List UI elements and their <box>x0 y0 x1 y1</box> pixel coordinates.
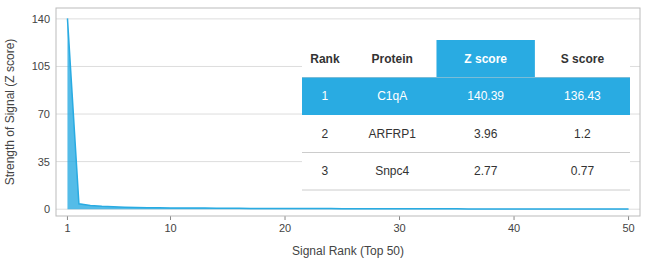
x-tick <box>399 216 400 220</box>
row-highlight <box>302 78 630 116</box>
x-tick <box>67 216 68 220</box>
x-tick <box>628 216 629 220</box>
table-cell: 1.2 <box>574 127 591 141</box>
table-header: Protein <box>372 52 413 66</box>
table: Rank Protein Z score S score 1 C1qA 140.39 136.… <box>302 40 630 190</box>
table-rule <box>302 190 630 191</box>
x-tick <box>285 216 286 220</box>
x-tick-label: 1 <box>64 222 70 234</box>
table-cell: 140.39 <box>467 89 504 103</box>
y-tick-label: 105 <box>32 60 50 72</box>
table-background <box>302 40 630 190</box>
table-cell: 2.77 <box>474 164 498 178</box>
y-tick-label: 0 <box>44 203 50 215</box>
table-cell: 1 <box>322 89 329 103</box>
table-cell: C1qA <box>377 89 407 103</box>
table-cell: 3.96 <box>474 127 498 141</box>
table-cell: 3 <box>322 164 329 178</box>
plot-frame <box>56 8 640 216</box>
y-tick-label: 35 <box>38 156 50 168</box>
x-tick <box>170 216 171 220</box>
table-header: S score <box>561 52 605 66</box>
grid-line <box>56 18 640 19</box>
table-cell: Snpc4 <box>375 164 409 178</box>
y-tick-label: 140 <box>32 13 50 25</box>
y-tick-label: 70 <box>38 108 50 120</box>
x-tick-label: 10 <box>164 222 176 234</box>
table-cell: ARFRP1 <box>369 127 417 141</box>
chart: 0 35 70 105 140 1 10 20 30 40 50 Signal Rank (Top 5… <box>0 0 650 261</box>
table-header: Rank <box>310 52 340 66</box>
x-tick-label: 50 <box>622 222 634 234</box>
table-cell: 0.77 <box>571 164 595 178</box>
x-tick-label: 20 <box>279 222 291 234</box>
x-tick-label: 30 <box>393 222 405 234</box>
header-highlight <box>436 40 534 78</box>
x-axis-label: Signal Rank (Top 50) <box>292 244 404 258</box>
table-cell: 2 <box>322 127 329 141</box>
x-tick-label: 40 <box>508 222 520 234</box>
table-rule <box>302 152 630 153</box>
y-axis-label: Strength of Signal (Z score) <box>3 39 17 186</box>
x-tick <box>514 216 515 220</box>
table-cell: 136.43 <box>564 89 601 103</box>
table-header: Z score <box>464 52 507 66</box>
